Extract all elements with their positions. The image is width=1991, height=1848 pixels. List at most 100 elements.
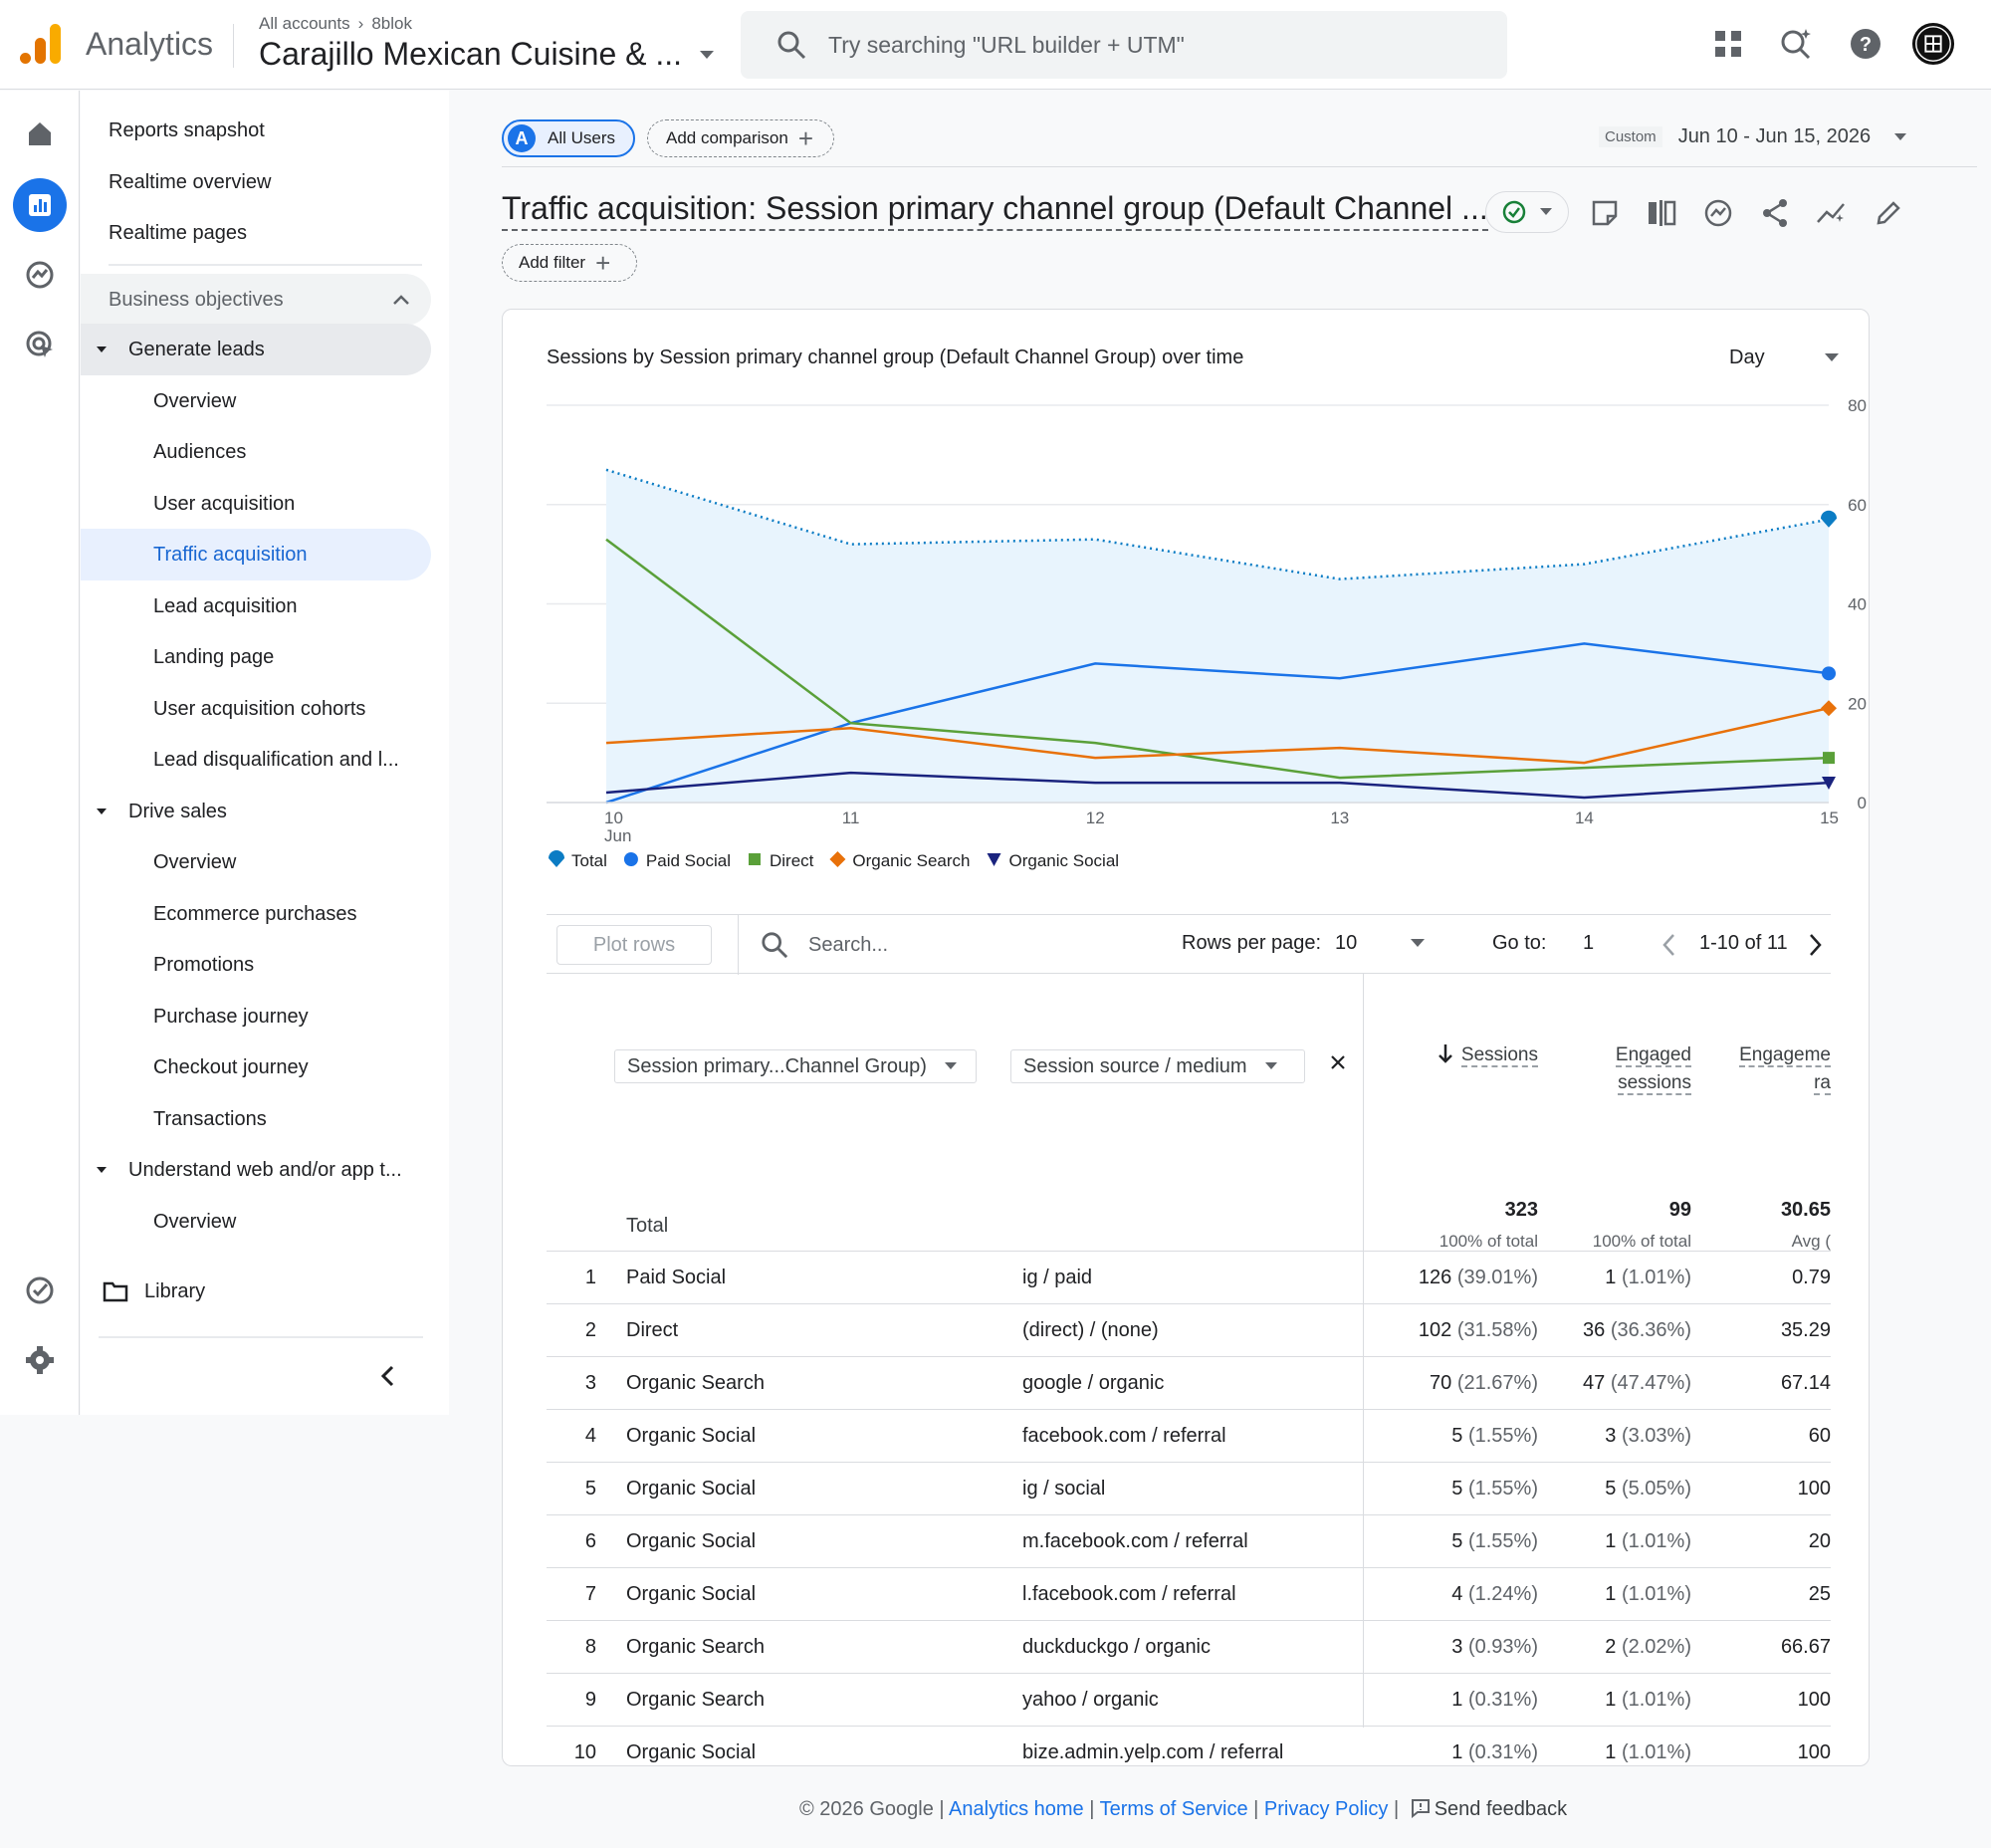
series-total-line[interactable]: [605, 468, 1830, 580]
series-organic-social-line[interactable]: [605, 771, 1830, 800]
nav-purchase-journey[interactable]: Purchase journey: [153, 1005, 309, 1028]
date-range-picker[interactable]: Custom Jun 10 - Jun 15, 2026: [1599, 125, 1907, 148]
series-paid-social-line[interactable]: [605, 642, 1830, 805]
channel-group-cell[interactable]: Organic Social: [626, 1425, 757, 1447]
insights-search-icon[interactable]: [1774, 22, 1818, 66]
breadcrumb-account[interactable]: 8blok: [371, 14, 412, 33]
legend-direct-marker[interactable]: [748, 853, 761, 865]
channel-group-cell[interactable]: Organic Search: [626, 1372, 765, 1394]
legend-total-label[interactable]: Total: [571, 851, 607, 870]
legend-organic-search-marker[interactable]: [829, 851, 846, 867]
table-row[interactable]: 1 Paid Social ig / paid 126 (39.01%) 1 (1.01…: [547, 1251, 1831, 1303]
gear-icon[interactable]: [13, 1333, 67, 1387]
table-row[interactable]: 5 Organic Social ig / social 5 (1.55%) 5 (5.…: [547, 1462, 1831, 1514]
nav-promotions[interactable]: Promotions: [153, 953, 255, 976]
nav-audiences[interactable]: Audiences: [153, 440, 247, 463]
table-row[interactable]: 9 Organic Search yahoo / organic 1 (0.31%) 1…: [547, 1673, 1831, 1726]
advertising-icon[interactable]: [13, 318, 67, 371]
legend-organic-social-marker[interactable]: [987, 853, 1001, 866]
table-row[interactable]: 6 Organic Social m.facebook.com / referral…: [547, 1514, 1831, 1567]
source-medium-cell[interactable]: l.facebook.com / referral: [1022, 1583, 1236, 1605]
legend-organic-search-label[interactable]: Organic Search: [852, 851, 970, 870]
nav-lead-disqualification[interactable]: Lead disqualification and l...: [153, 748, 399, 771]
nav-traffic-acquisition[interactable]: Traffic acquisition: [81, 529, 431, 580]
table-search[interactable]: Search...: [738, 915, 1156, 975]
next-page-chevron-right-icon[interactable]: [1809, 933, 1823, 962]
previous-page-chevron-left-icon[interactable]: [1661, 933, 1675, 962]
sparkle-trend-icon[interactable]: [1809, 190, 1855, 236]
series-organic-social-end-marker[interactable]: [1822, 777, 1836, 791]
nav-leads-overview[interactable]: Overview: [153, 389, 237, 412]
source-medium-cell[interactable]: google / organic: [1022, 1372, 1165, 1394]
rows-per-page-select[interactable]: 10: [1335, 932, 1426, 955]
nav-landing-page[interactable]: Landing page: [153, 645, 275, 668]
source-medium-cell[interactable]: (direct) / (none): [1022, 1319, 1159, 1341]
nav-drive-sales[interactable]: Drive sales: [97, 786, 227, 837]
legend-paid-social-label[interactable]: Paid Social: [646, 851, 731, 870]
property-selector[interactable]: Carajillo Mexican Cuisine & ...: [259, 36, 715, 73]
source-medium-cell[interactable]: m.facebook.com / referral: [1022, 1530, 1248, 1552]
nav-generate-leads[interactable]: Generate leads: [81, 324, 431, 375]
engagement-rate-column-header[interactable]: Engageme ra: [1739, 1044, 1831, 1095]
nav-business-objectives[interactable]: Business objectives: [81, 274, 431, 326]
series-organic-search-end-marker[interactable]: [1821, 700, 1837, 717]
engaged-sessions-column-header[interactable]: Engaged sessions: [1615, 1044, 1691, 1095]
table-row[interactable]: 8 Organic Search duckduckgo / organic 3 (0.…: [547, 1620, 1831, 1673]
nav-checkout-journey[interactable]: Checkout journey: [153, 1055, 309, 1078]
primary-dimension-select[interactable]: Session primary...Channel Group): [614, 1049, 977, 1083]
nav-ecommerce-purchases[interactable]: Ecommerce purchases: [153, 902, 357, 925]
explore-icon[interactable]: [13, 248, 67, 302]
reports-icon[interactable]: [13, 178, 67, 232]
legend-total-marker[interactable]: [549, 850, 564, 867]
nav-sales-overview[interactable]: Overview: [153, 850, 237, 873]
breadcrumb-all-accounts[interactable]: All accounts: [259, 14, 350, 33]
search-placeholder[interactable]: Try searching "URL builder + UTM": [828, 31, 1185, 58]
source-medium-cell[interactable]: facebook.com / referral: [1022, 1425, 1226, 1447]
legend-paid-social-marker[interactable]: [623, 852, 638, 866]
channel-group-cell[interactable]: Organic Search: [626, 1689, 765, 1711]
insights-trend-icon[interactable]: [1695, 190, 1741, 236]
page-title[interactable]: Traffic acquisition: Session primary cha…: [502, 190, 1488, 231]
secondary-dimension-select[interactable]: Session source / medium: [1010, 1049, 1305, 1083]
source-medium-cell[interactable]: ig / paid: [1022, 1267, 1093, 1288]
breadcrumb[interactable]: All accounts › 8blok: [259, 14, 412, 34]
legend-direct-label[interactable]: Direct: [770, 851, 814, 870]
source-medium-cell[interactable]: duckduckgo / organic: [1022, 1636, 1212, 1658]
task-check-icon[interactable]: [13, 1264, 67, 1317]
nav-reports-snapshot[interactable]: Reports snapshot: [109, 118, 265, 141]
channel-group-cell[interactable]: Paid Social: [626, 1267, 727, 1288]
channel-group-cell[interactable]: Organic Social: [626, 1583, 757, 1605]
series-total-end-marker[interactable]: [1821, 510, 1837, 528]
nav-user-acquisition-cohorts[interactable]: User acquisition cohorts: [153, 697, 366, 720]
edit-pencil-icon[interactable]: [1866, 190, 1911, 236]
nav-understand-web-app[interactable]: Understand web and/or app t...: [97, 1144, 402, 1196]
nav-lead-acquisition[interactable]: Lead acquisition: [153, 594, 298, 617]
series-direct-line[interactable]: [605, 538, 1830, 780]
add-filter-button[interactable]: Add filter +: [502, 244, 637, 282]
series-direct-end-marker[interactable]: [1823, 752, 1835, 765]
analytics-home-link[interactable]: Analytics home: [949, 1798, 1084, 1820]
remove-secondary-dimension-close-icon[interactable]: [1329, 1053, 1347, 1076]
channel-group-cell[interactable]: Organic Social: [626, 1530, 757, 1552]
property-name[interactable]: Carajillo Mexican Cuisine & ...: [259, 36, 683, 72]
granularity-selector[interactable]: Day: [1729, 346, 1839, 369]
nav-realtime-overview[interactable]: Realtime overview: [109, 170, 272, 193]
nav-user-acquisition[interactable]: User acquisition: [153, 492, 296, 515]
search-bar[interactable]: Try searching "URL builder + UTM": [741, 11, 1507, 79]
terms-of-service-link[interactable]: Terms of Service: [1099, 1798, 1248, 1820]
legend-organic-social-label[interactable]: Organic Social: [1009, 851, 1120, 870]
report-status-dropdown[interactable]: [1485, 191, 1569, 233]
compare-columns-icon[interactable]: [1639, 190, 1684, 236]
note-icon[interactable]: [1582, 190, 1628, 236]
help-icon[interactable]: ?: [1844, 22, 1887, 66]
source-medium-cell[interactable]: ig / social: [1022, 1478, 1106, 1500]
table-row[interactable]: 4 Organic Social facebook.com / referral 5 …: [547, 1409, 1831, 1462]
channel-group-cell[interactable]: Organic Search: [626, 1636, 765, 1658]
nav-realtime-pages[interactable]: Realtime pages: [109, 221, 247, 244]
analytics-logo-icon[interactable]: [20, 22, 62, 66]
send-feedback-link[interactable]: Send feedback: [1405, 1798, 1567, 1820]
table-row[interactable]: 2 Direct (direct) / (none) 102 (31.58%) 36 (…: [547, 1303, 1831, 1356]
nav-library[interactable]: Library: [103, 1266, 205, 1317]
source-medium-cell[interactable]: bize.admin.yelp.com / referral: [1022, 1741, 1284, 1763]
